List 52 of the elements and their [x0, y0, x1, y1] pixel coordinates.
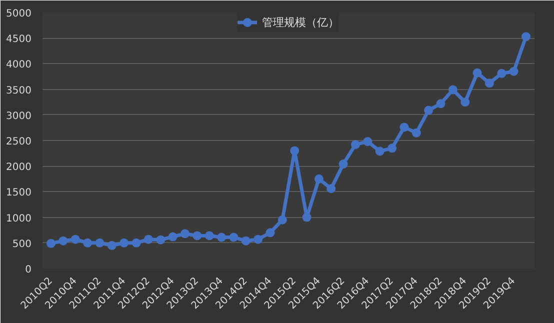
- point: [521, 32, 530, 42]
- point: [168, 232, 178, 242]
- y-tick-label: 2000: [6, 162, 32, 174]
- point: [388, 144, 397, 153]
- point: [497, 68, 506, 78]
- y-tick-label: 4000: [6, 60, 32, 71]
- y-tick-label: 2500: [6, 136, 32, 148]
- point: [83, 238, 92, 248]
- point: [424, 106, 434, 115]
- point: [363, 137, 372, 146]
- point: [241, 236, 250, 246]
- point: [192, 231, 202, 240]
- point: [95, 238, 104, 248]
- y-tick-label: 4500: [6, 34, 32, 46]
- point: [266, 228, 275, 238]
- y-tick-label: 500: [12, 238, 32, 250]
- y-tick-label: 3500: [6, 85, 32, 96]
- point: [290, 146, 300, 156]
- point: [132, 238, 141, 248]
- point: [472, 68, 482, 78]
- point: [180, 229, 190, 238]
- point: [217, 232, 226, 242]
- point: [412, 128, 421, 138]
- point: [204, 231, 214, 240]
- y-tick-label: 1000: [6, 213, 32, 224]
- point: [350, 140, 360, 150]
- point: [58, 236, 68, 246]
- point: [338, 160, 348, 169]
- point: [509, 66, 518, 76]
- legend-label: 管理规模（亿）: [262, 14, 339, 30]
- point: [484, 78, 494, 88]
- point: [314, 174, 324, 184]
- point: [375, 146, 384, 156]
- point: [302, 212, 312, 222]
- point: [254, 234, 263, 244]
- y-tick-label: 5000: [6, 8, 32, 20]
- y-tick-label: 3000: [6, 110, 32, 122]
- point: [70, 234, 80, 244]
- point: [107, 240, 116, 250]
- point: [144, 234, 153, 244]
- point: [229, 232, 238, 242]
- point: [156, 235, 166, 244]
- point: [120, 238, 129, 248]
- point: [436, 99, 446, 108]
- point: [400, 122, 409, 132]
- point: [448, 85, 458, 94]
- point: [278, 215, 287, 224]
- point: [326, 184, 336, 194]
- point: [460, 98, 470, 107]
- y-tick-label: 1500: [6, 188, 32, 199]
- point: [46, 238, 56, 248]
- y-tick-label: 0: [25, 264, 32, 276]
